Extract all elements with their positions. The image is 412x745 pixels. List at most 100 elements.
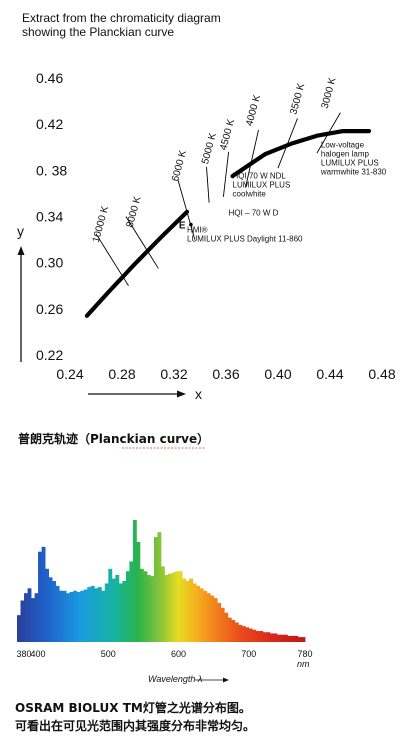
cct-label: 10000 K	[91, 205, 111, 244]
lamp-annotation-line: HMI®	[187, 226, 208, 235]
isotemperature-line	[177, 179, 196, 240]
cct-label: 8000 K	[125, 195, 144, 229]
lamp-annotation-line: LUMILUX PLUS	[233, 180, 291, 189]
spectrum-bar	[66, 593, 71, 642]
isotemperature-line	[206, 166, 210, 203]
x-tick-labels: 0.24 0.28 0.32 0.36 0.40 0.44 0.48	[56, 366, 395, 382]
spectrum-bar	[266, 632, 271, 642]
spectrum-bar	[122, 581, 127, 642]
spectrum-bar	[153, 537, 158, 642]
spectrum-bar	[269, 633, 274, 642]
lamp-annotation-line: HQI – 70 W D	[229, 208, 279, 217]
spectrum-bar	[24, 593, 28, 642]
spectrum-bar	[45, 568, 50, 642]
spectrum-bar	[80, 590, 85, 642]
chromaticity-chart: Extract from the chromaticity diagram sh…	[17, 11, 396, 402]
spectrum-tick-labels: 380 400 500 600 700 780	[17, 649, 313, 659]
spectrum-bar	[203, 590, 208, 642]
spectrum-bar	[241, 626, 246, 642]
x-axis-label: x	[195, 386, 202, 402]
lamp-annotation-line: halogen lamp	[321, 149, 370, 158]
spectrum-bar	[73, 590, 78, 642]
spectrum-bar	[143, 571, 148, 642]
spectrum-bar	[175, 571, 179, 642]
equal-energy-label: E	[179, 221, 186, 232]
spectrum-bar	[276, 634, 281, 642]
spectrum-bar	[248, 628, 253, 642]
spectrum-bar	[97, 587, 102, 642]
equal-energy-point	[189, 222, 193, 227]
y-tick-label: 0.42	[36, 116, 63, 132]
isotemperature-line	[245, 129, 259, 188]
spectrum-bar	[255, 631, 260, 642]
spectrum-bar	[252, 629, 257, 642]
spectrum-bar	[224, 612, 229, 642]
spectrum-bar	[192, 583, 197, 642]
spectrum-tick-label: 700	[241, 649, 256, 659]
lamp-annotation-line: LUMILUX PLUS	[321, 158, 379, 167]
spectrum-bar	[231, 620, 236, 642]
x-axis-arrowhead	[177, 390, 186, 398]
y-tick-label: 0.30	[36, 255, 63, 271]
lamp-annotation: HQI 70 W NDL LUMILUX PLUS coolwhite	[233, 171, 291, 198]
spectrum-bar	[55, 585, 60, 642]
x-tick-label: 0.32	[160, 366, 187, 382]
spectrum-bar	[129, 561, 134, 642]
spectrum-bar	[290, 635, 295, 642]
spectrum-bar	[101, 590, 106, 642]
x-tick-label: 0.28	[108, 366, 135, 382]
spectrum-bar	[168, 573, 172, 642]
spectrum-bar	[59, 590, 64, 642]
lamp-annotation-line: LUMILUX PLUS Daylight 11-860	[187, 235, 303, 244]
spectrum-bar	[245, 627, 250, 642]
spectrum-bar	[83, 589, 88, 642]
x-tick-label: 0.44	[316, 366, 343, 382]
cct-label: 6000 K	[170, 149, 189, 183]
spectrum-bar	[115, 574, 120, 642]
cct-label: 4500 K	[218, 118, 237, 152]
spectrum-bar	[125, 571, 130, 642]
isotemperature-line	[222, 151, 230, 197]
cct-label: 3000 K	[320, 76, 339, 110]
spectrum-bar	[287, 635, 292, 642]
spectrum-bar	[108, 568, 113, 642]
spectrum-tick-label: 400	[31, 649, 46, 659]
spectrum-bar	[294, 635, 299, 642]
y-tick-label: 0.34	[36, 209, 63, 225]
cct-label: 5000 K	[200, 132, 219, 166]
spectrum-bar	[62, 590, 67, 642]
spectrum-bar	[139, 568, 144, 642]
spectrum-bar	[111, 578, 116, 642]
spectrum-bar	[273, 633, 278, 642]
spectrum-bar	[220, 607, 225, 642]
isotemperature-line	[125, 216, 159, 269]
spectrum-bar	[34, 593, 39, 642]
spectrum-tick-label: 600	[171, 649, 186, 659]
lamp-annotation-line: Low-voltage	[321, 140, 365, 149]
spectrum-bar	[217, 602, 222, 642]
spectrum-bar	[234, 622, 239, 642]
spectrum-bar	[104, 583, 109, 642]
spectrum-unit: nm	[297, 659, 310, 669]
spectrum-bar	[90, 585, 95, 642]
y-tick-label: 0.26	[36, 301, 63, 317]
spectrum-bar	[283, 634, 288, 642]
x-tick-label: 0.48	[368, 366, 395, 382]
spectrum-bar	[76, 591, 81, 642]
spectrum-bar	[118, 583, 123, 642]
spectrum-bar	[31, 598, 35, 642]
spectrum-bar	[20, 600, 25, 642]
lamp-annotation: HMI® LUMILUX PLUS Daylight 11-860	[187, 226, 303, 244]
spectrum-x-label: Wavelength λ	[148, 674, 202, 684]
caption-planckian: 普朗克轨迹（Planckian curve）	[18, 431, 209, 446]
spectrum-bar	[189, 578, 194, 642]
spectrum-tick-label: 780	[297, 649, 312, 659]
lamp-annotation: HQI – 70 W D	[229, 208, 279, 217]
spectrum-bar	[178, 571, 183, 642]
spectrum-bar	[213, 598, 218, 642]
spectrum-bar	[262, 632, 267, 642]
lamp-annotation-line: warmwhite 31-830	[320, 167, 387, 176]
spectrum-bar	[69, 591, 74, 642]
spectrum-bar	[132, 520, 137, 642]
